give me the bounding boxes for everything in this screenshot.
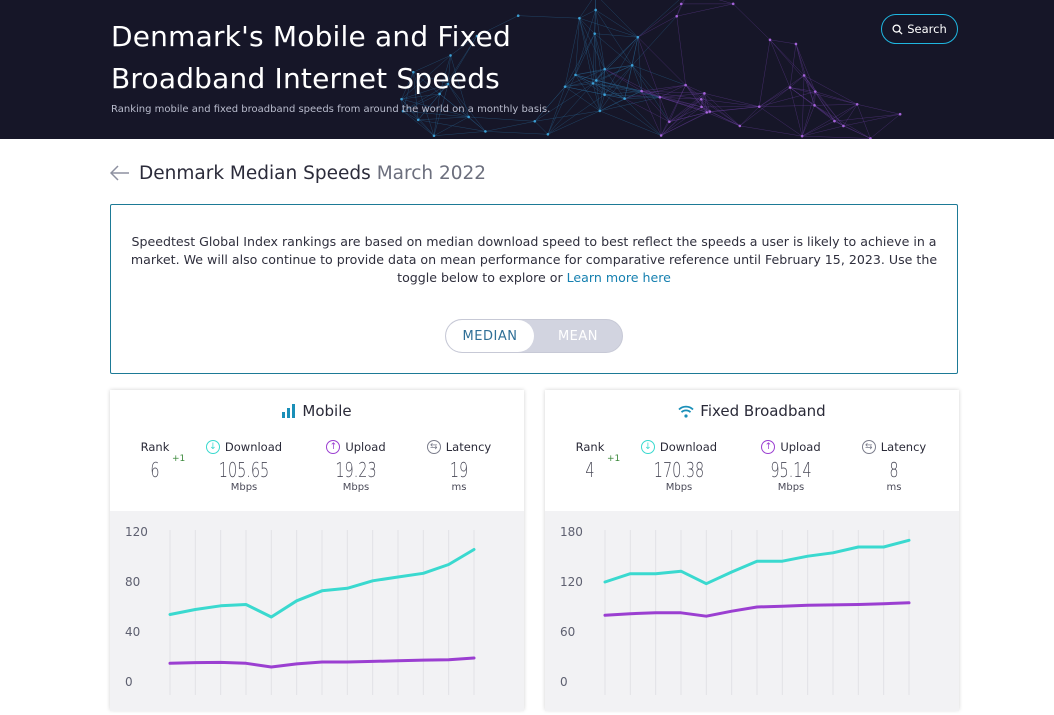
back-arrow-icon[interactable] <box>110 165 130 181</box>
y-tick-label: 60 <box>560 625 575 639</box>
index-notice-box: Speedtest Global Index rankings are base… <box>110 204 958 374</box>
latency-unit: ms <box>424 482 494 493</box>
upload-unit: Mbps <box>757 482 825 493</box>
download-value: 170.38 <box>650 458 708 482</box>
upload-label: Upload <box>345 440 385 454</box>
latency-value: 19 <box>434 458 484 482</box>
latency-label: Latency <box>881 440 926 454</box>
latency-unit: ms <box>859 482 929 493</box>
median-mean-toggle[interactable]: MEDIAN MEAN <box>445 319 623 353</box>
notice-body: Speedtest Global Index rankings are base… <box>131 234 937 285</box>
rank-change: +1 <box>607 454 620 464</box>
upload-label: Upload <box>780 440 820 454</box>
rank-value: 6 <box>138 458 171 482</box>
fixed-title-text: Fixed Broadband <box>700 402 825 420</box>
mobile-download: ↓ Download 105.65 Mbps <box>204 440 284 493</box>
mobile-card-title: Mobile <box>110 402 524 420</box>
rank-label: Rank <box>132 440 178 454</box>
search-icon <box>892 24 903 35</box>
fixed-latency: ⇆ Latency 8 ms <box>859 440 929 493</box>
page-title: Denmark's Mobile and Fixed Broadband Int… <box>111 16 631 100</box>
download-unit: Mbps <box>639 482 719 493</box>
upload-arrow-icon: ↑ <box>326 440 340 454</box>
download-arrow-icon: ↓ <box>206 440 220 454</box>
search-button[interactable]: Search <box>881 14 958 44</box>
rank-label: Rank <box>567 440 613 454</box>
mobile-title-text: Mobile <box>302 402 351 420</box>
y-tick-label: 180 <box>560 525 583 539</box>
y-tick-label: 80 <box>125 575 140 589</box>
fixed-chart-area: 0 60 120 180 <box>545 511 959 711</box>
latency-icon: ⇆ <box>862 440 876 454</box>
latency-label: Latency <box>446 440 491 454</box>
period-label: March 2022 <box>377 163 486 184</box>
rank-change: +1 <box>172 454 185 464</box>
upload-value: 95.14 <box>767 458 816 482</box>
y-tick-label: 0 <box>560 675 568 689</box>
fixed-card-title: Fixed Broadband <box>545 402 959 420</box>
mobile-stats: Rank 6 +1 ↓ Download 105.65 Mbps ↑ Upload … <box>110 440 524 506</box>
y-tick-label: 40 <box>125 625 140 639</box>
speeds-heading: Denmark Median Speeds March 2022 <box>110 160 486 186</box>
y-tick-label: 0 <box>125 675 133 689</box>
upload-unit: Mbps <box>322 482 390 493</box>
upload-arrow-icon: ↑ <box>761 440 775 454</box>
fixed-download: ↓ Download 170.38 Mbps <box>639 440 719 493</box>
download-unit: Mbps <box>204 482 284 493</box>
rank-value: 4 <box>573 458 606 482</box>
toggle-mean[interactable]: MEAN <box>534 320 622 352</box>
search-label: Search <box>907 22 947 36</box>
learn-more-link[interactable]: Learn more here <box>567 270 671 285</box>
fixed-stats: Rank 4 +1 ↓ Download 170.38 Mbps ↑ Upload … <box>545 440 959 506</box>
notice-text: Speedtest Global Index rankings are base… <box>123 233 945 287</box>
wifi-icon <box>678 405 694 418</box>
latency-value: 8 <box>869 458 919 482</box>
download-label: Download <box>660 440 717 454</box>
country-heading: Denmark Median Speeds <box>139 163 371 184</box>
toggle-median[interactable]: MEDIAN <box>446 320 534 352</box>
download-label: Download <box>225 440 282 454</box>
fixed-upload: ↑ Upload 95.14 Mbps <box>757 440 825 493</box>
y-tick-label: 120 <box>125 525 148 539</box>
mobile-chart-area: 0 40 80 120 <box>110 511 524 711</box>
upload-value: 19.23 <box>332 458 381 482</box>
hero-banner: Denmark's Mobile and Fixed Broadband Int… <box>0 0 1054 139</box>
fixed-speed-chart: 0 60 120 180 <box>545 511 959 711</box>
download-value: 105.65 <box>215 458 273 482</box>
y-tick-label: 120 <box>560 575 583 589</box>
mobile-upload: ↑ Upload 19.23 Mbps <box>322 440 390 493</box>
mobile-speed-chart: 0 40 80 120 <box>110 511 524 711</box>
page-subtitle: Ranking mobile and fixed broadband speed… <box>111 104 550 115</box>
fixed-broadband-card: Fixed Broadband Rank 4 +1 ↓ Download 170.… <box>545 390 959 710</box>
download-arrow-icon: ↓ <box>641 440 655 454</box>
mobile-latency: ⇆ Latency 19 ms <box>424 440 494 493</box>
mobile-card: Mobile Rank 6 +1 ↓ Download 105.65 Mbps ↑… <box>110 390 524 710</box>
latency-icon: ⇆ <box>427 440 441 454</box>
signal-bars-icon <box>282 404 296 418</box>
